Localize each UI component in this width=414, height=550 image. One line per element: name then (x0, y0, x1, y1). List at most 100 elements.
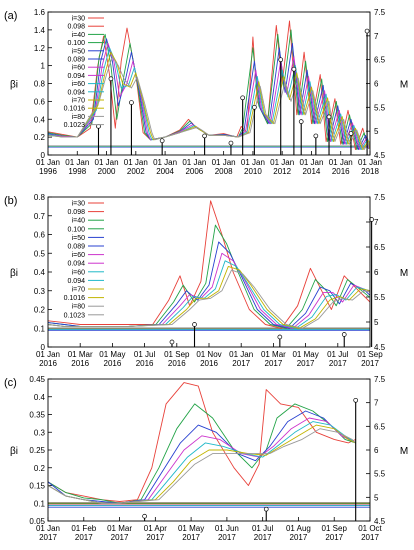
y-tick-label: 0.35 (29, 411, 45, 420)
x-tick-year: 2008 (215, 167, 233, 176)
x-tick-year: 1998 (68, 167, 86, 176)
y2-tick-label: 5.5 (374, 293, 386, 302)
magnitude-marker (263, 506, 269, 512)
legend-label: i=80 (72, 114, 86, 121)
x-tick-day: 01 Oct (358, 524, 382, 533)
y2-tick-label: 6.5 (374, 422, 386, 431)
legend-label: i=40 (72, 218, 86, 225)
series-line (48, 382, 356, 502)
y-axis-label: βi (10, 446, 18, 457)
legend-label: i=50 (72, 48, 86, 55)
x-tick-year: 2012 (273, 167, 291, 176)
x-tick-day: 01 Jun (215, 524, 239, 533)
x-tick-year: 2004 (156, 167, 174, 176)
x-tick-day: 01 Feb (71, 524, 96, 533)
x-tick-year: 2016 (71, 359, 89, 368)
legend-label: i=60 (72, 252, 86, 259)
legend-label: 0.1016 (64, 295, 86, 302)
legend-label: i=30 (72, 201, 86, 208)
y2-tick-label: 6.5 (374, 56, 386, 65)
legend-label: 0.094 (67, 89, 85, 96)
x-tick-day: 01 Jan (36, 158, 60, 167)
series-line (48, 252, 370, 329)
y-axis-label: βi (10, 268, 18, 279)
y2-tick-label: 6 (374, 268, 379, 277)
x-tick-day: 01 Mar (261, 350, 286, 359)
magnitude-marker (341, 332, 347, 337)
y-tick-label: 0.8 (34, 80, 46, 89)
x-tick-day: 01 Jan (36, 350, 60, 359)
magnitude-marker (291, 66, 297, 72)
x-tick-day: 01 Jan (358, 158, 382, 167)
series-line (48, 38, 369, 151)
series-line (48, 421, 356, 504)
x-tick-day: 01 May (178, 524, 204, 533)
x-tick-day: 01 Jan (212, 158, 236, 167)
y-tick-label: 0.45 (29, 375, 45, 384)
legend-label: 0.094 (67, 73, 85, 80)
magnitude-marker (142, 513, 147, 519)
x-tick-day: 01 Jan (36, 524, 60, 533)
legend-label: 0.1023 (64, 312, 86, 319)
y-tick-label: 0.8 (34, 193, 46, 202)
x-tick-day: 01 Jul (327, 350, 349, 359)
series-line (48, 269, 370, 329)
y2-tick-label: 7.5 (374, 375, 386, 384)
y-tick-label: 0.4 (34, 115, 46, 124)
magnitude-marker (192, 322, 197, 327)
y-tick-label: 0.2 (34, 464, 46, 473)
y2-tick-label: 4.5 (374, 343, 386, 352)
series-line (48, 417, 356, 504)
x-tick-year: 2016 (104, 359, 122, 368)
x-tick-day: 01 Jul (252, 524, 274, 533)
legend-label: i=60 (72, 269, 86, 276)
magnitude-marker (353, 397, 359, 403)
legend: i=300.098i=400.100i=500.089i=600.094i=60… (64, 16, 104, 129)
y-tick-label: 0.6 (34, 231, 46, 240)
y2-tick-label: 7.5 (374, 193, 386, 202)
y2-tick-label: 7 (374, 32, 379, 41)
magnitude-marker (129, 100, 134, 105)
magnitude-marker (278, 57, 284, 63)
x-tick-day: 01 May (292, 350, 318, 359)
y2-tick-label: 6 (374, 80, 379, 89)
y-tick-label: 1.6 (34, 8, 46, 17)
x-tick-day: 01 May (99, 350, 125, 359)
legend-label: i=60 (72, 65, 86, 72)
x-tick-year: 2017 (361, 359, 379, 368)
x-tick-day: 01 Sep (322, 524, 348, 533)
y2-tick-label: 5 (374, 127, 379, 136)
legend-label: i=50 (72, 235, 86, 242)
legend-label: 0.1023 (64, 122, 86, 129)
x-tick-year: 2002 (127, 167, 145, 176)
y2-tick-label: 6 (374, 446, 379, 455)
y-tick-label: 0.25 (29, 446, 45, 455)
x-tick-year: 2016 (136, 359, 154, 368)
x-tick-year: 2016 (168, 359, 186, 368)
y-axis-label: βi (10, 80, 18, 91)
x-tick-day: 01 Jan (241, 158, 265, 167)
panel-0: 0 0.2 0.4 0.6 0.8 1 1.2 1.4 1.6 4.5 5 5.5 6 6.5 7 7.5 01… (4, 8, 408, 176)
magnitude-marker (202, 133, 207, 139)
x-tick-day: 01 Jan (95, 158, 119, 167)
legend-label: 0.1016 (64, 106, 86, 113)
legend: i=300.098i=400.100i=500.089i=600.094i=60… (64, 201, 104, 319)
y2-tick-label: 4.5 (374, 517, 386, 526)
magnitude-marker (240, 95, 246, 101)
plot-frame (47, 378, 371, 522)
legend-label: 0.098 (67, 209, 85, 216)
x-tick-year: 2000 (98, 167, 116, 176)
series-line (48, 424, 356, 504)
y-tick-label: 0.15 (29, 482, 45, 491)
magnitude-marker (298, 119, 304, 124)
y-tick-label: 0.4 (34, 393, 46, 402)
magnitude-marker (228, 140, 234, 146)
x-tick-day: 01 Aug (286, 524, 311, 533)
x-tick-year: 2018 (361, 167, 379, 176)
y2-tick-label: 5.5 (374, 103, 386, 112)
magnitude-marker (277, 334, 283, 340)
y-tick-label: 0.1 (34, 324, 46, 333)
y-tick-label: 0.3 (34, 287, 46, 296)
x-tick-day: 01 Jan (65, 158, 89, 167)
series-line (48, 410, 356, 504)
